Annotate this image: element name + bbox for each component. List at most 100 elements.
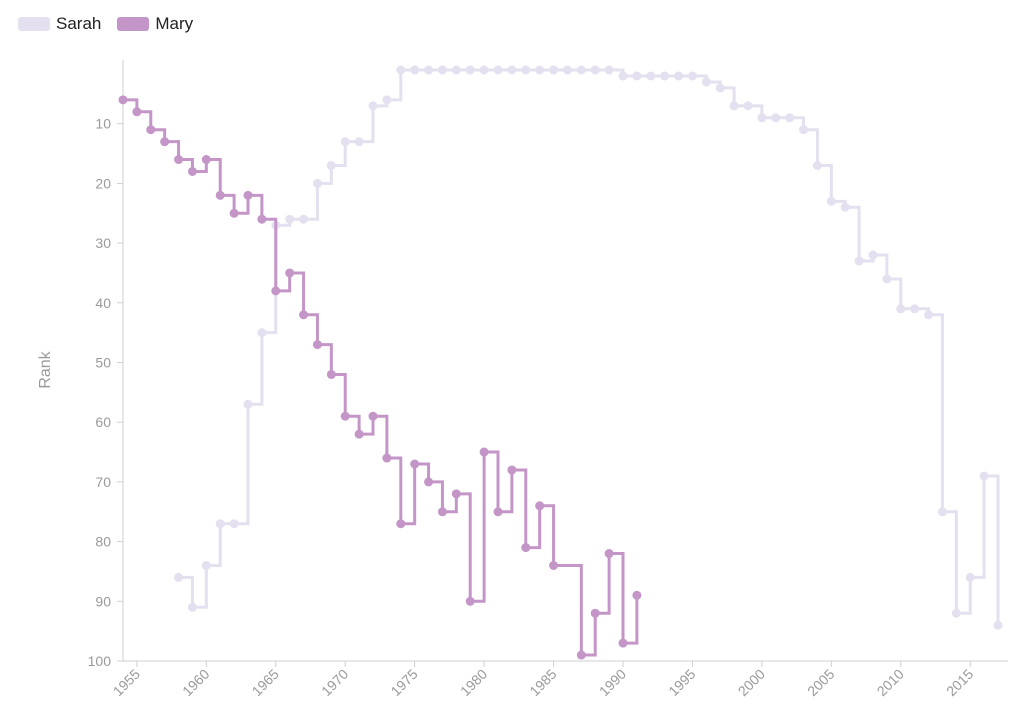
- data-point-mary[interactable]: [437, 507, 447, 517]
- data-point-mary[interactable]: [632, 590, 642, 600]
- data-point-sarah[interactable]: [215, 519, 225, 529]
- data-point-sarah[interactable]: [549, 65, 559, 75]
- data-point-mary[interactable]: [368, 411, 378, 421]
- data-point-mary[interactable]: [229, 208, 239, 218]
- data-point-sarah[interactable]: [479, 65, 489, 75]
- data-point-sarah[interactable]: [326, 161, 336, 171]
- data-point-sarah[interactable]: [312, 178, 322, 188]
- data-point-mary[interactable]: [535, 501, 545, 511]
- data-point-sarah[interactable]: [257, 328, 267, 338]
- data-point-mary[interactable]: [382, 453, 392, 463]
- data-point-sarah[interactable]: [201, 560, 211, 570]
- data-point-mary[interactable]: [312, 340, 322, 350]
- data-point-sarah[interactable]: [840, 202, 850, 212]
- data-point-mary[interactable]: [215, 190, 225, 200]
- data-point-sarah[interactable]: [451, 65, 461, 75]
- data-point-mary[interactable]: [160, 137, 170, 147]
- data-point-mary[interactable]: [576, 650, 586, 660]
- data-point-sarah[interactable]: [299, 214, 309, 224]
- data-point-mary[interactable]: [187, 166, 197, 176]
- data-point-sarah[interactable]: [368, 101, 378, 111]
- data-point-sarah[interactable]: [826, 196, 836, 206]
- data-point-sarah[interactable]: [562, 65, 572, 75]
- data-point-sarah[interactable]: [493, 65, 503, 75]
- data-point-mary[interactable]: [424, 477, 434, 487]
- data-point-sarah[interactable]: [882, 274, 892, 284]
- data-point-mary[interactable]: [132, 107, 142, 117]
- data-point-mary[interactable]: [271, 286, 281, 296]
- data-point-mary[interactable]: [549, 560, 559, 570]
- legend: Sarah Mary: [18, 14, 193, 34]
- data-point-sarah[interactable]: [340, 137, 350, 147]
- data-point-mary[interactable]: [243, 190, 253, 200]
- data-point-mary[interactable]: [479, 447, 489, 457]
- legend-item-sarah[interactable]: Sarah: [18, 14, 101, 34]
- data-point-sarah[interactable]: [993, 620, 1003, 630]
- data-point-mary[interactable]: [354, 429, 364, 439]
- data-point-mary[interactable]: [340, 411, 350, 421]
- data-point-sarah[interactable]: [535, 65, 545, 75]
- data-point-sarah[interactable]: [715, 83, 725, 93]
- x-tick-label: 1995: [665, 666, 698, 699]
- data-point-sarah[interactable]: [243, 399, 253, 409]
- data-point-sarah[interactable]: [674, 71, 684, 81]
- data-point-sarah[interactable]: [424, 65, 434, 75]
- data-point-mary[interactable]: [396, 519, 406, 529]
- data-point-sarah[interactable]: [729, 101, 739, 111]
- data-point-sarah[interactable]: [382, 95, 392, 105]
- data-point-sarah[interactable]: [646, 71, 656, 81]
- data-point-sarah[interactable]: [743, 101, 753, 111]
- data-point-mary[interactable]: [618, 638, 628, 648]
- data-point-sarah[interactable]: [965, 572, 975, 582]
- data-point-sarah[interactable]: [604, 65, 614, 75]
- data-point-sarah[interactable]: [410, 65, 420, 75]
- data-point-sarah[interactable]: [812, 161, 822, 171]
- data-point-sarah[interactable]: [465, 65, 475, 75]
- data-point-sarah[interactable]: [187, 602, 197, 612]
- data-point-sarah[interactable]: [771, 113, 781, 123]
- data-point-sarah[interactable]: [785, 113, 795, 123]
- data-point-mary[interactable]: [118, 95, 128, 105]
- data-point-mary[interactable]: [326, 369, 336, 379]
- data-point-sarah[interactable]: [521, 65, 531, 75]
- data-point-mary[interactable]: [257, 214, 267, 224]
- data-point-sarah[interactable]: [590, 65, 600, 75]
- data-point-mary[interactable]: [590, 608, 600, 618]
- data-point-sarah[interactable]: [924, 310, 934, 320]
- data-point-mary[interactable]: [465, 596, 475, 606]
- data-point-sarah[interactable]: [951, 608, 961, 618]
- data-point-mary[interactable]: [521, 543, 531, 553]
- legend-item-mary[interactable]: Mary: [117, 14, 193, 34]
- data-point-sarah[interactable]: [868, 250, 878, 260]
- data-point-mary[interactable]: [507, 465, 517, 475]
- data-point-mary[interactable]: [604, 549, 614, 559]
- data-point-sarah[interactable]: [854, 256, 864, 266]
- data-point-sarah[interactable]: [660, 71, 670, 81]
- data-point-sarah[interactable]: [896, 304, 906, 314]
- data-point-sarah[interactable]: [979, 471, 989, 481]
- data-point-sarah[interactable]: [757, 113, 767, 123]
- data-point-mary[interactable]: [299, 310, 309, 320]
- data-point-mary[interactable]: [410, 459, 420, 469]
- data-point-sarah[interactable]: [701, 77, 711, 87]
- data-point-sarah[interactable]: [396, 65, 406, 75]
- data-point-sarah[interactable]: [910, 304, 920, 314]
- data-point-sarah[interactable]: [937, 507, 947, 517]
- data-point-sarah[interactable]: [285, 214, 295, 224]
- data-point-sarah[interactable]: [354, 137, 364, 147]
- data-point-sarah[interactable]: [174, 572, 184, 582]
- data-point-sarah[interactable]: [437, 65, 447, 75]
- data-point-mary[interactable]: [174, 155, 184, 165]
- data-point-mary[interactable]: [146, 125, 156, 135]
- data-point-sarah[interactable]: [799, 125, 809, 135]
- data-point-mary[interactable]: [451, 489, 461, 499]
- data-point-sarah[interactable]: [576, 65, 586, 75]
- data-point-mary[interactable]: [285, 268, 295, 278]
- data-point-sarah[interactable]: [229, 519, 239, 529]
- data-point-sarah[interactable]: [687, 71, 697, 81]
- data-point-sarah[interactable]: [507, 65, 517, 75]
- data-point-sarah[interactable]: [618, 71, 628, 81]
- data-point-sarah[interactable]: [632, 71, 642, 81]
- data-point-mary[interactable]: [201, 155, 211, 165]
- data-point-mary[interactable]: [493, 507, 503, 517]
